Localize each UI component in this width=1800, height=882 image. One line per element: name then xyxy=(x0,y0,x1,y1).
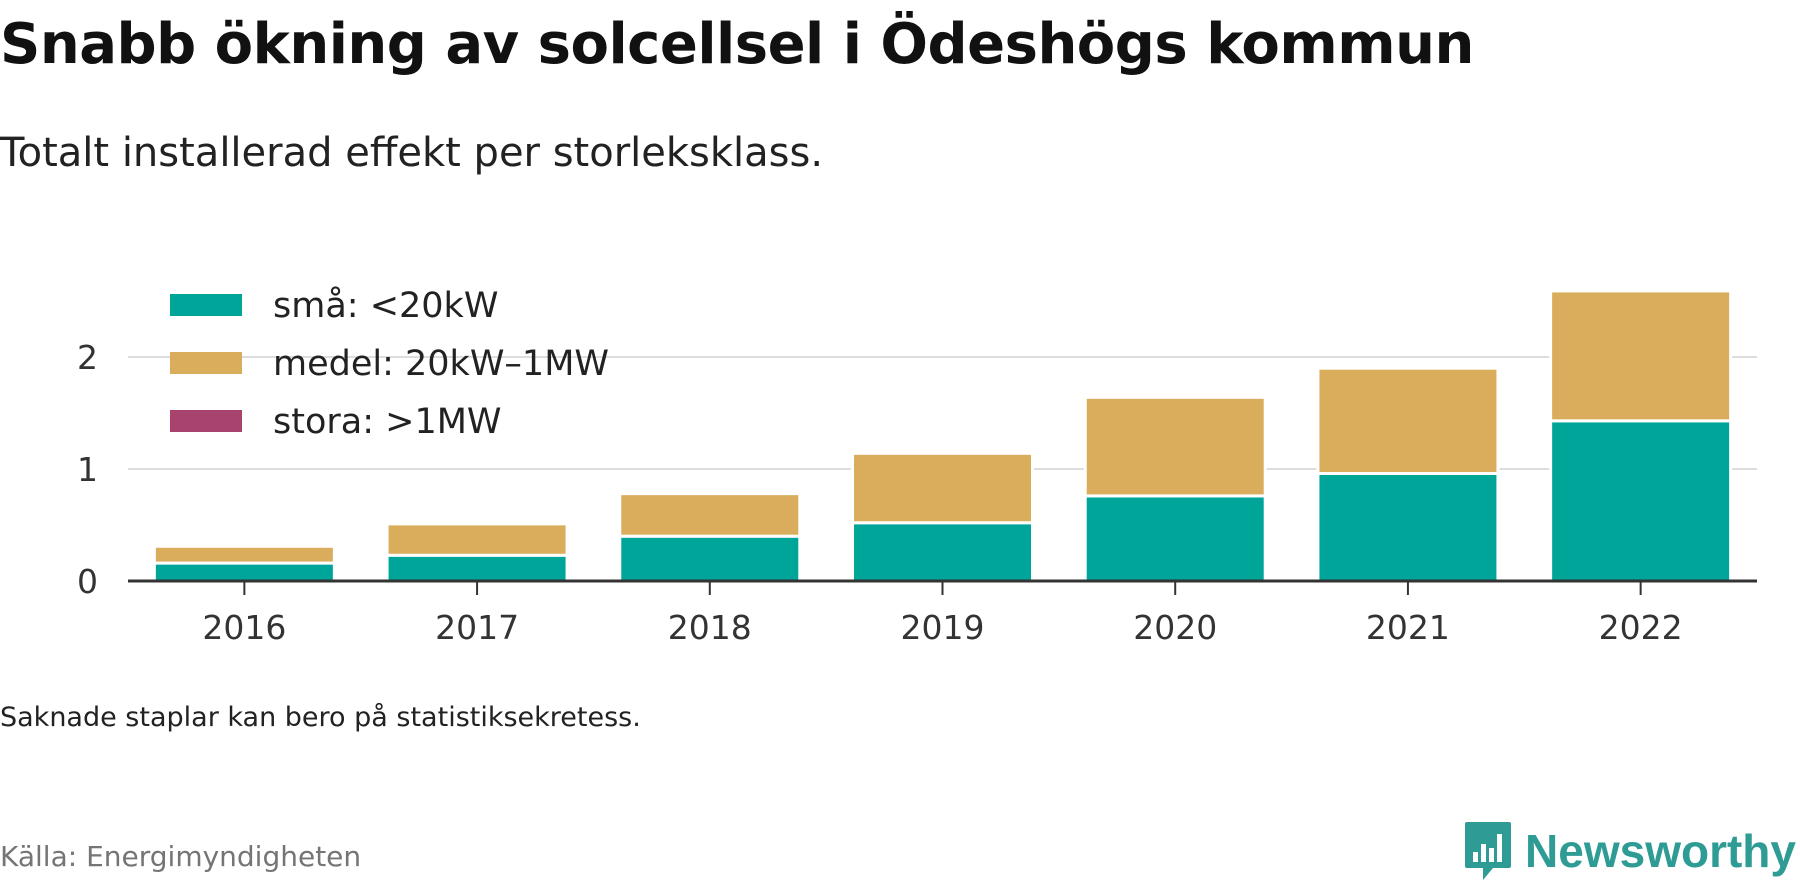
x-tick-label: 2022 xyxy=(1599,608,1683,647)
legend: små: <20kW medel: 20kW–1MW stora: >1MW xyxy=(170,285,609,442)
bar-segment xyxy=(851,451,1034,525)
source-credit: Källa: Energimyndigheten xyxy=(0,840,362,873)
legend-swatch xyxy=(170,294,242,316)
bar-segment xyxy=(1316,471,1500,583)
y-tick-label: 2 xyxy=(77,338,98,377)
x-axis-ticks: 2016 2017 2018 2019 2020 2021 2022 xyxy=(202,608,1682,647)
x-tick-label: 2018 xyxy=(668,608,752,647)
bar-segment xyxy=(1083,395,1267,498)
bar-segment xyxy=(385,522,569,557)
legend-label: små: <20kW xyxy=(273,285,498,326)
bar-segment xyxy=(1083,494,1267,583)
stacked-bar-chart: 0 1 2 2016 2017 2018 2019 2020 2021 2022 små: <2… xyxy=(77,285,1757,647)
x-tick-label: 2017 xyxy=(435,608,519,647)
x-tick-label: 2019 xyxy=(901,608,985,647)
x-tick-label: 2021 xyxy=(1366,608,1450,647)
bars xyxy=(152,289,1733,583)
y-tick-label: 1 xyxy=(77,450,98,489)
legend-label: medel: 20kW–1MW xyxy=(273,344,609,384)
brand-name: Newsworthy xyxy=(1525,825,1796,877)
bar-segment xyxy=(385,553,569,583)
bar-segment xyxy=(618,534,802,583)
bar-segment xyxy=(851,521,1034,583)
legend-swatch xyxy=(170,410,242,432)
bar-segment xyxy=(152,561,336,583)
chart-title: Snabb ökning av solcellsel i Ödeshögs ko… xyxy=(0,12,1474,77)
x-axis xyxy=(128,579,1757,595)
bar-segment xyxy=(152,544,336,565)
legend-label: stora: >1MW xyxy=(273,402,502,442)
x-tick-label: 2016 xyxy=(202,608,286,647)
footnote: Saknade staplar kan bero på statistiksek… xyxy=(0,702,641,733)
bar-segment xyxy=(1549,419,1733,583)
bar-chart-icon xyxy=(1465,822,1512,880)
bar-segment xyxy=(618,492,802,538)
y-tick-label: 0 xyxy=(77,562,98,601)
x-tick-label: 2020 xyxy=(1133,608,1217,647)
bar-segment xyxy=(1316,366,1500,475)
chart-subtitle: Totalt installerad effekt per storlekskl… xyxy=(0,130,824,176)
y-axis-ticks: 0 1 2 xyxy=(77,338,98,601)
legend-swatch xyxy=(170,352,242,374)
newsworthy-logo: Newsworthy xyxy=(1463,820,1796,882)
bar-segment xyxy=(1549,289,1733,423)
